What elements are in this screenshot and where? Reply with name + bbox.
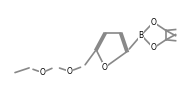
Text: O: O bbox=[102, 63, 108, 72]
Text: O: O bbox=[151, 18, 156, 27]
Text: B: B bbox=[139, 31, 144, 40]
Text: O: O bbox=[39, 68, 45, 77]
Text: O: O bbox=[67, 67, 73, 76]
Text: O: O bbox=[151, 43, 156, 53]
